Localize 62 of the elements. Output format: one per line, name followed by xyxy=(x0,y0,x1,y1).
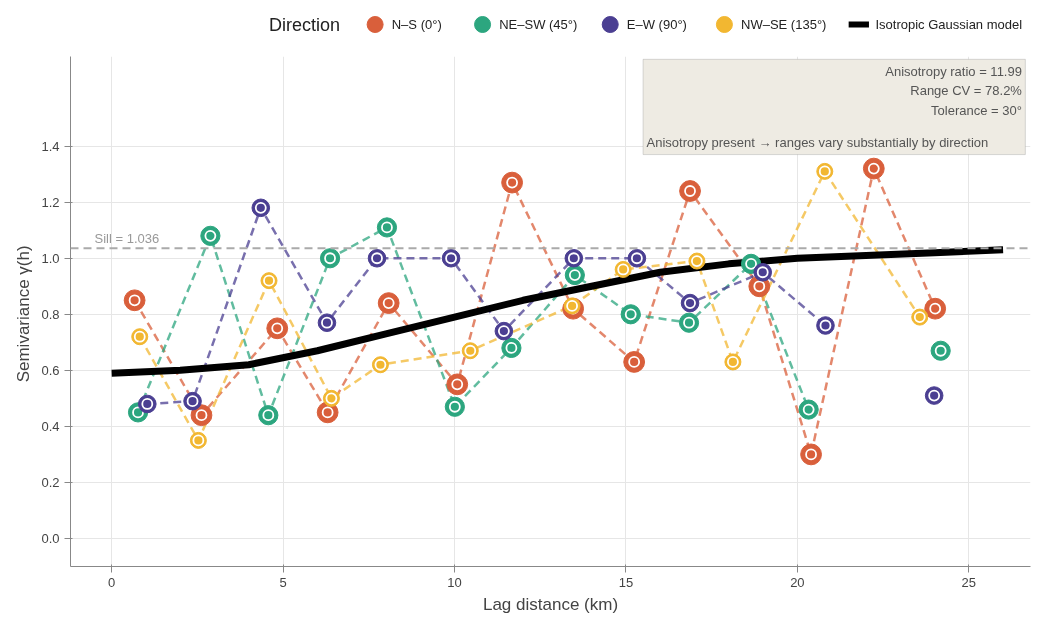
point xyxy=(930,340,951,361)
point xyxy=(862,157,885,180)
point xyxy=(680,293,700,313)
x-tick-label: 25 xyxy=(961,574,977,590)
point xyxy=(924,386,944,405)
x-tick-label: 20 xyxy=(790,574,805,590)
point xyxy=(627,248,647,268)
point xyxy=(183,391,202,411)
y-tick-label: 1.0 xyxy=(41,250,60,266)
point xyxy=(258,405,279,426)
legend-label: Isotropic Gaussian model xyxy=(875,17,1023,32)
point xyxy=(200,225,221,246)
point xyxy=(316,401,339,424)
legend-label: N–S (0°) xyxy=(391,17,442,32)
point xyxy=(678,312,700,333)
x-tick-label: 0 xyxy=(108,574,116,590)
point xyxy=(564,264,585,286)
point xyxy=(800,443,822,466)
x-tick-label: 15 xyxy=(618,574,634,590)
ref-line-label: Sill = 1.036 xyxy=(94,231,160,247)
point xyxy=(564,248,584,268)
point xyxy=(319,248,341,269)
x-tick-label: 5 xyxy=(279,574,287,590)
annotation: Range CV = 78.2% xyxy=(910,83,1023,99)
y-tick-label: 1.4 xyxy=(41,138,60,154)
annotation: Anisotropy ratio = 11.99 xyxy=(885,63,1022,79)
point xyxy=(620,304,641,325)
point xyxy=(501,171,523,194)
y-tick-label: 0.0 xyxy=(41,530,60,546)
point xyxy=(798,399,819,420)
point xyxy=(138,394,157,414)
point xyxy=(266,317,289,340)
point xyxy=(446,373,469,396)
point xyxy=(753,262,773,282)
x-tick-label: 10 xyxy=(447,574,462,590)
point xyxy=(623,351,646,373)
point xyxy=(317,313,337,332)
legend-title: Direction xyxy=(268,14,340,35)
legend-label: NE–SW (45°) xyxy=(499,17,578,32)
legend-label: E–W (90°) xyxy=(626,17,687,32)
annotation: Anisotropy present → ranges vary substantially by direction xyxy=(646,135,989,151)
point xyxy=(123,289,146,312)
y-tick-label: 0.6 xyxy=(41,362,60,378)
y-tick-label: 0.4 xyxy=(41,418,60,434)
point xyxy=(376,217,398,238)
y-tick-label: 0.8 xyxy=(41,306,60,322)
point xyxy=(444,396,465,417)
point xyxy=(377,292,400,314)
x-axis-title: Lag distance (km) xyxy=(482,594,619,614)
point xyxy=(441,248,461,268)
point xyxy=(367,248,387,268)
legend-label: NW–SE (135°) xyxy=(741,17,827,32)
point xyxy=(251,198,271,218)
y-axis-title: Semivariance γ(h) xyxy=(14,245,34,383)
annotation: Tolerance = 30° xyxy=(931,102,1022,118)
point xyxy=(494,321,514,341)
y-tick-label: 0.2 xyxy=(41,474,60,490)
y-tick-label: 1.2 xyxy=(41,194,60,210)
point xyxy=(190,404,213,427)
point xyxy=(501,337,522,359)
point xyxy=(924,297,947,320)
point xyxy=(679,180,701,202)
